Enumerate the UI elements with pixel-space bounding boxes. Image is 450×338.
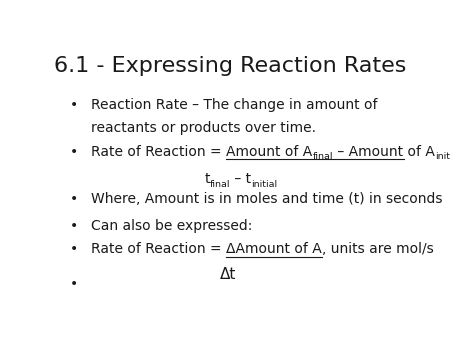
Text: Rate of Reaction =: Rate of Reaction = — [91, 242, 226, 256]
Text: final: final — [312, 152, 333, 162]
Text: •: • — [70, 219, 78, 233]
Text: Rate of Reaction =: Rate of Reaction = — [91, 145, 226, 159]
Text: •: • — [70, 242, 78, 256]
Text: Reaction Rate – The change in amount of: Reaction Rate – The change in amount of — [91, 98, 378, 112]
Text: , units are mol/s: , units are mol/s — [322, 242, 434, 256]
Text: t: t — [204, 172, 210, 186]
Text: initial: initial — [435, 152, 450, 162]
Text: – t: – t — [230, 172, 252, 186]
Text: initial: initial — [252, 180, 278, 189]
Text: – Amount of A: – Amount of A — [333, 145, 435, 159]
Text: Where, Amount is in moles and time (t) in seconds: Where, Amount is in moles and time (t) i… — [91, 192, 443, 206]
Text: Amount of A: Amount of A — [226, 145, 312, 159]
Text: Δt: Δt — [220, 267, 237, 282]
Text: •: • — [70, 277, 78, 291]
Text: •: • — [70, 98, 78, 112]
Text: final: final — [210, 180, 230, 189]
Text: 6.1 - Expressing Reaction Rates: 6.1 - Expressing Reaction Rates — [54, 56, 407, 76]
Text: Can also be expressed:: Can also be expressed: — [91, 219, 252, 233]
Text: •: • — [70, 145, 78, 159]
Text: •: • — [70, 192, 78, 206]
Text: reactants or products over time.: reactants or products over time. — [91, 121, 316, 135]
Text: ΔAmount of A: ΔAmount of A — [226, 242, 322, 256]
